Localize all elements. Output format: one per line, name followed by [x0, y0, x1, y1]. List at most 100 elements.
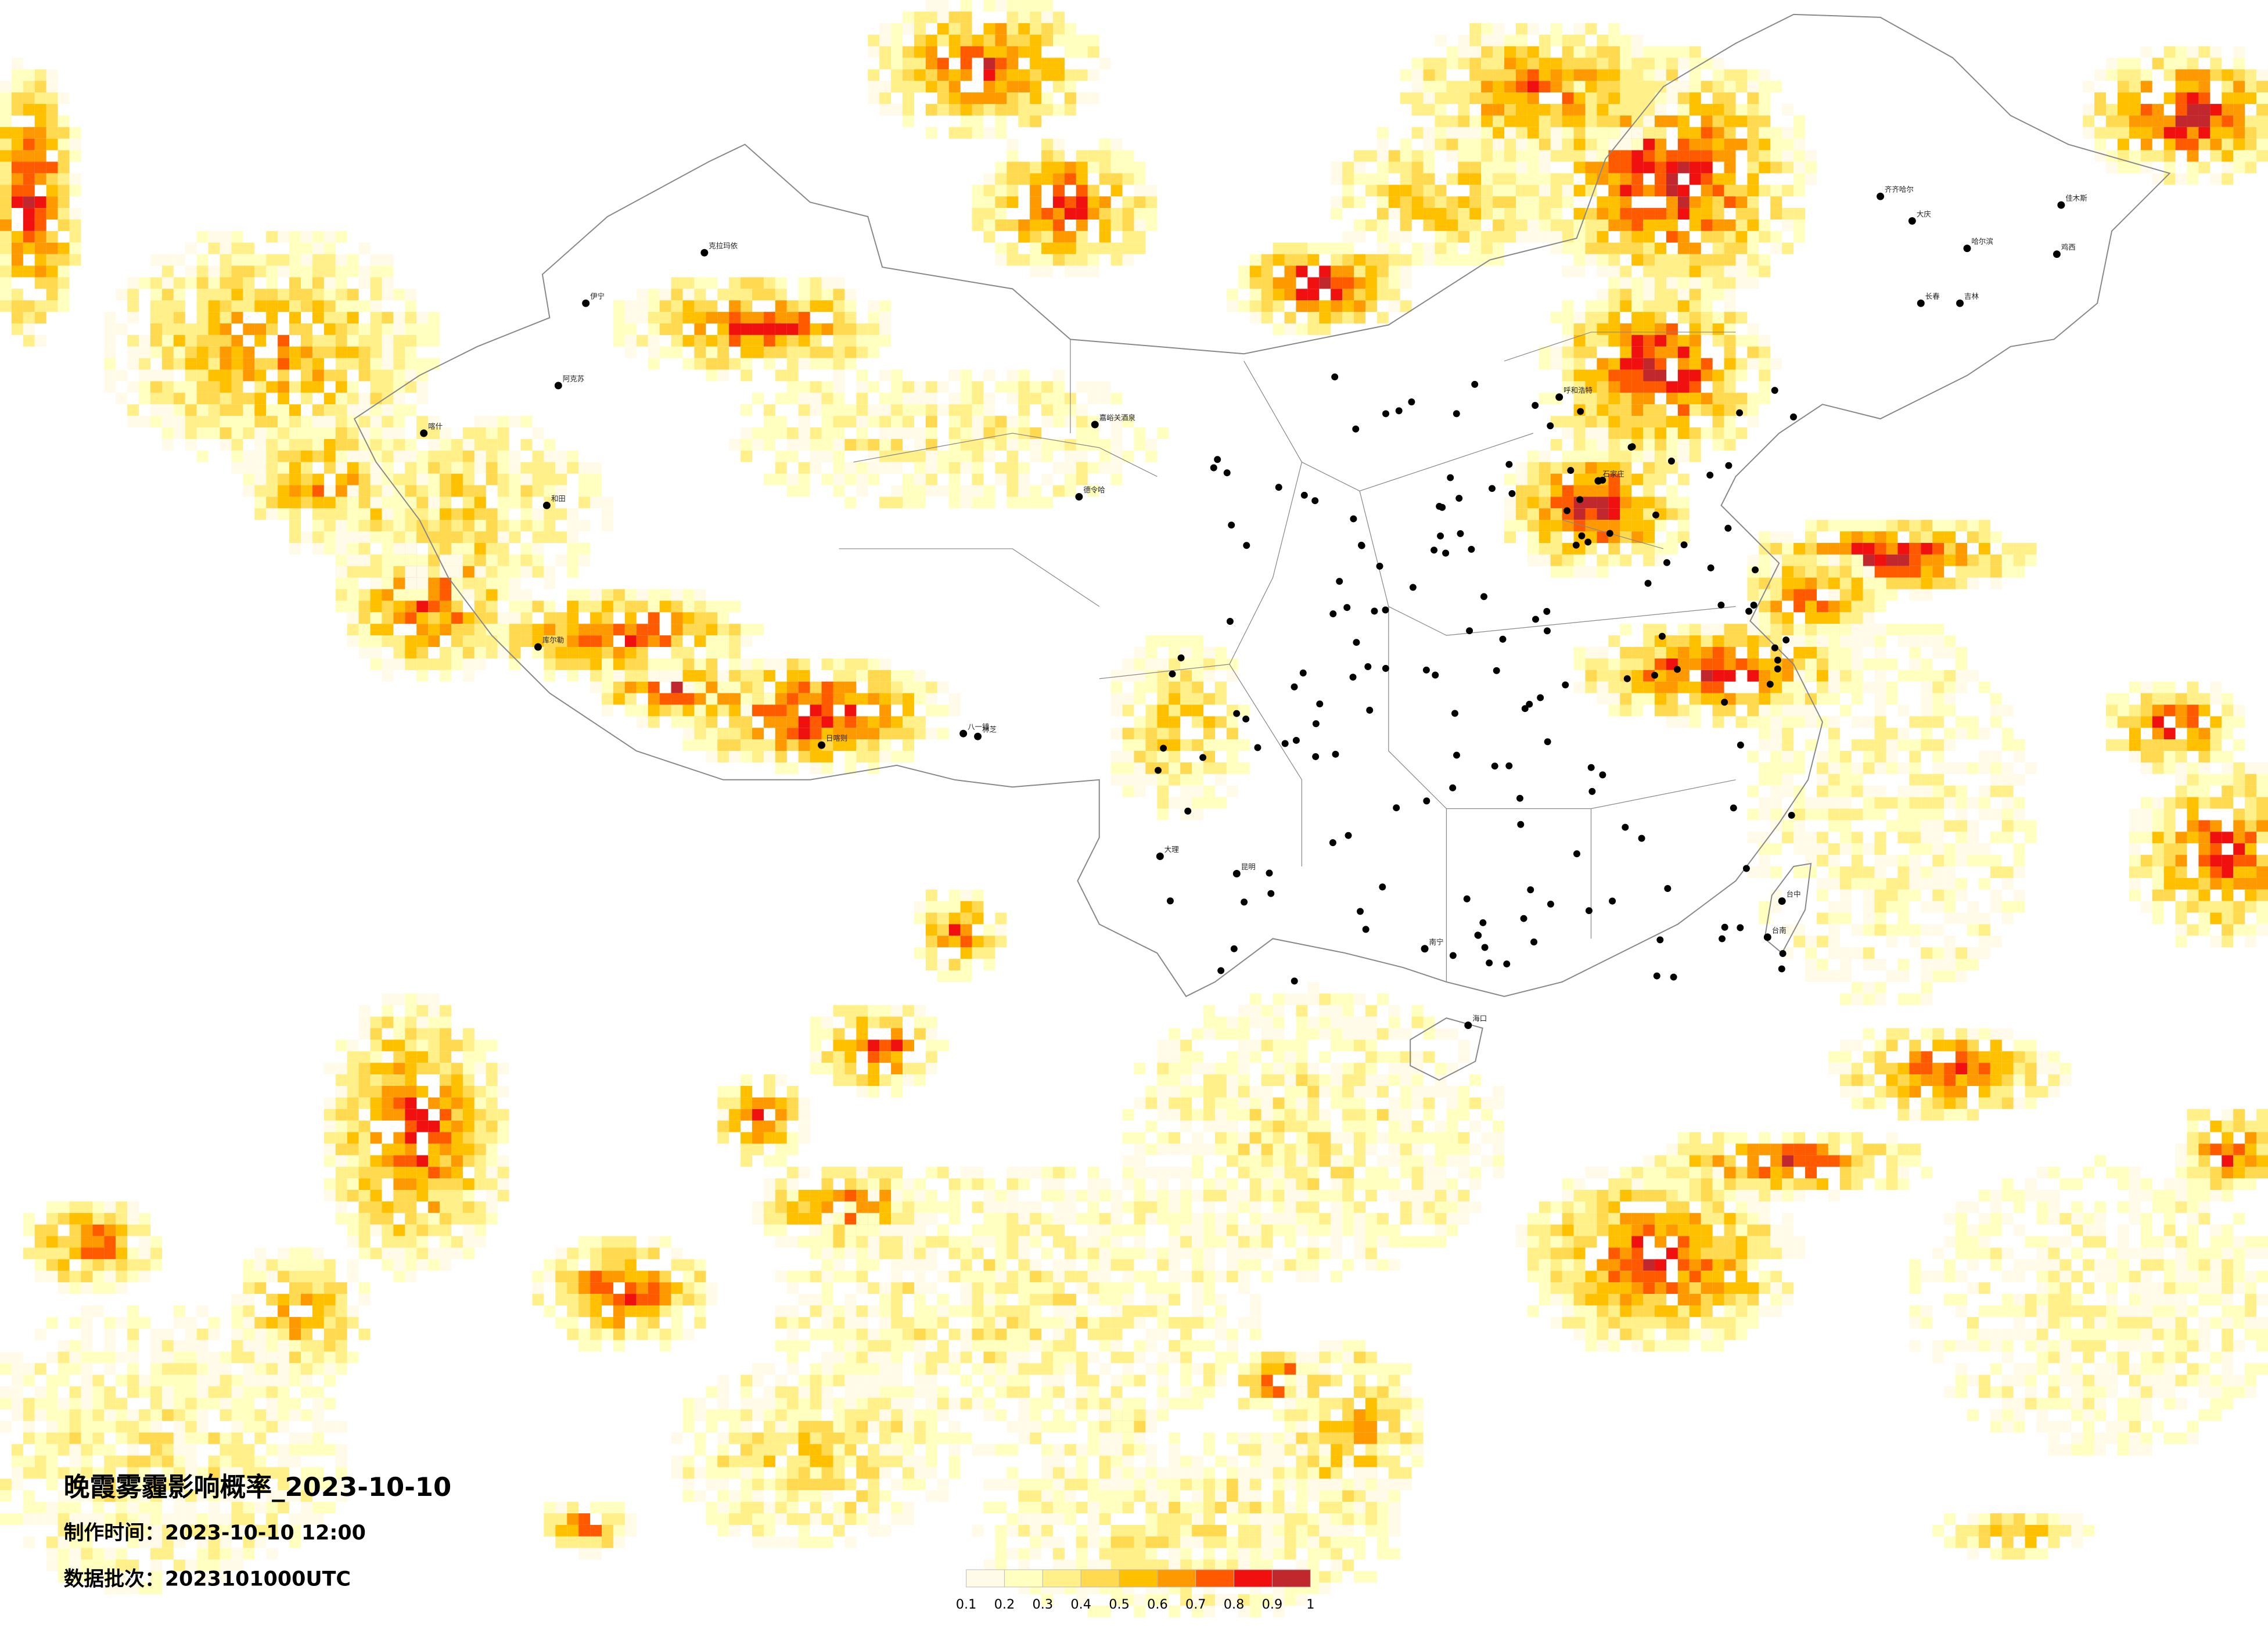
haze-cell — [948, 936, 961, 948]
haze-cell — [393, 1224, 405, 1236]
haze-cell — [1735, 1236, 1748, 1248]
haze-cell — [1411, 1432, 1424, 1444]
haze-cell — [1631, 681, 1644, 693]
haze-cell — [1157, 635, 1169, 647]
haze-cell — [694, 1294, 706, 1305]
haze-cell — [2256, 808, 2268, 821]
haze-cell — [1122, 208, 1134, 220]
haze-cell — [1805, 161, 1817, 174]
haze-cell — [1284, 1409, 1296, 1421]
haze-cell — [1573, 1294, 1586, 1305]
haze-cell — [555, 612, 567, 624]
haze-cell — [1608, 404, 1620, 416]
haze-cell — [1458, 57, 1470, 70]
haze-cell — [694, 624, 706, 636]
haze-cell — [648, 346, 660, 358]
haze-cell — [11, 138, 23, 150]
haze-cell — [1701, 369, 1713, 382]
haze-cell — [972, 219, 984, 231]
haze-cell — [1689, 1143, 1701, 1156]
haze-cell — [358, 497, 371, 509]
haze-cell — [1307, 1386, 1320, 1398]
haze-cell — [1932, 554, 1944, 566]
haze-cell — [995, 57, 1007, 70]
haze-cell — [2198, 693, 2211, 705]
haze-cell — [1180, 797, 1192, 809]
haze-cell — [833, 1074, 845, 1086]
haze-cell — [602, 1271, 613, 1283]
haze-cell — [995, 161, 1007, 174]
haze-cell — [520, 624, 533, 636]
haze-cell — [1701, 185, 1713, 197]
haze-cell — [1469, 34, 1482, 46]
haze-cell — [2001, 1513, 2014, 1525]
haze-cell — [1214, 658, 1227, 670]
haze-cell — [856, 716, 868, 728]
haze-cell — [1782, 1247, 1794, 1260]
haze-cell — [624, 670, 637, 682]
haze-cell — [786, 1132, 799, 1144]
haze-cell — [2210, 843, 2222, 855]
haze-cell — [1747, 716, 1759, 728]
haze-cell — [196, 369, 209, 382]
haze-cell — [370, 508, 382, 520]
haze-cell — [1562, 1236, 1574, 1248]
haze-cell — [416, 635, 429, 647]
haze-cell — [1597, 1271, 1609, 1283]
haze-cell — [1631, 208, 1644, 220]
haze-cell — [1944, 542, 1956, 555]
haze-cell — [370, 334, 382, 347]
haze-cell — [1388, 1455, 1400, 1467]
haze-cell — [2198, 855, 2211, 867]
haze-cell — [1585, 427, 1597, 439]
haze-cell — [509, 600, 521, 613]
haze-cell — [57, 138, 70, 150]
haze-cell — [301, 1340, 312, 1352]
haze-cell — [1909, 566, 1921, 578]
haze-cell — [1481, 46, 1493, 58]
haze-cell — [474, 1109, 486, 1121]
haze-cell — [2175, 936, 2187, 948]
haze-cell — [844, 346, 857, 358]
haze-cell — [2256, 924, 2268, 936]
haze-cell — [1110, 242, 1123, 254]
haze-cell — [462, 1063, 475, 1075]
haze-cell — [416, 1120, 429, 1132]
haze-cell — [1863, 1167, 1875, 1179]
haze-cell — [903, 92, 914, 105]
haze-cell — [1967, 1524, 1979, 1537]
haze-cell — [613, 1294, 625, 1305]
haze-cell — [567, 635, 579, 647]
haze-cell — [729, 323, 741, 335]
haze-cell — [335, 393, 347, 405]
haze-cell — [1655, 219, 1666, 231]
haze-cell — [1712, 312, 1724, 324]
haze-cell — [1064, 265, 1076, 278]
haze-cell — [1573, 81, 1586, 93]
haze-cell — [2210, 866, 2222, 878]
haze-cell — [2083, 127, 2095, 139]
haze-cell — [1493, 81, 1505, 93]
haze-cell — [289, 323, 301, 335]
haze-cell — [1967, 577, 1979, 589]
haze-cell — [1134, 739, 1146, 751]
haze-cell — [335, 1305, 347, 1317]
haze-cell — [23, 300, 35, 312]
haze-cell — [497, 1109, 509, 1121]
haze-cell — [1180, 635, 1192, 647]
haze-cell — [1921, 1109, 1933, 1121]
haze-cell — [254, 358, 267, 370]
haze-cell — [393, 1016, 405, 1028]
haze-cell — [1562, 323, 1574, 335]
haze-cell — [278, 1294, 290, 1305]
haze-cell — [358, 323, 371, 335]
haze-cell — [266, 1259, 278, 1271]
haze-cell — [844, 670, 857, 682]
haze-cell — [1608, 254, 1620, 266]
haze-cell — [57, 242, 70, 254]
haze-cell — [1677, 497, 1690, 509]
haze-cell — [1978, 566, 1990, 578]
haze-cell — [358, 635, 371, 647]
haze-cell — [324, 1120, 336, 1132]
haze-cell — [706, 670, 718, 682]
